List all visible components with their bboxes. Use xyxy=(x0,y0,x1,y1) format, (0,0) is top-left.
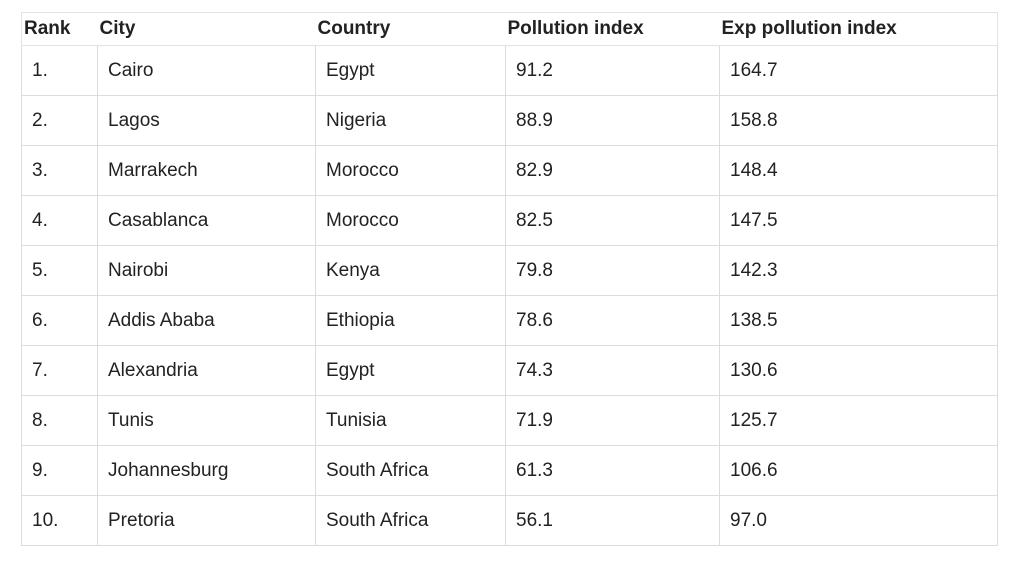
table-row: 2. Lagos Nigeria 88.9 158.8 xyxy=(21,95,998,146)
cell-exp-pollution-index: 147.5 xyxy=(719,195,998,246)
cell-city: Tunis xyxy=(97,395,316,446)
header-exp-pollution-index: Exp pollution index xyxy=(719,12,998,46)
header-country: Country xyxy=(315,12,506,46)
cell-city: Alexandria xyxy=(97,345,316,396)
cell-pollution-index: 88.9 xyxy=(505,95,720,146)
cell-exp-pollution-index: 142.3 xyxy=(719,245,998,296)
cell-country: South Africa xyxy=(315,495,506,546)
pollution-ranking-table: Rank City Country Pollution index Exp po… xyxy=(21,12,998,546)
cell-country: Ethiopia xyxy=(315,295,506,346)
cell-rank: 9. xyxy=(21,445,98,496)
cell-pollution-index: 82.5 xyxy=(505,195,720,246)
header-row: Rank City Country Pollution index Exp po… xyxy=(21,12,998,46)
cell-pollution-index: 78.6 xyxy=(505,295,720,346)
cell-pollution-index: 74.3 xyxy=(505,345,720,396)
cell-pollution-index: 61.3 xyxy=(505,445,720,496)
cell-pollution-index: 56.1 xyxy=(505,495,720,546)
cell-rank: 1. xyxy=(21,45,98,96)
cell-city: Addis Ababa xyxy=(97,295,316,346)
cell-city: Casablanca xyxy=(97,195,316,246)
table-row: 7. Alexandria Egypt 74.3 130.6 xyxy=(21,345,998,396)
cell-city: Nairobi xyxy=(97,245,316,296)
header-pollution-index: Pollution index xyxy=(505,12,720,46)
table-row: 8. Tunis Tunisia 71.9 125.7 xyxy=(21,395,998,446)
table-row: 4. Casablanca Morocco 82.5 147.5 xyxy=(21,195,998,246)
table-row: 3. Marrakech Morocco 82.9 148.4 xyxy=(21,145,998,196)
cell-city: Johannesburg xyxy=(97,445,316,496)
cell-pollution-index: 79.8 xyxy=(505,245,720,296)
cell-exp-pollution-index: 138.5 xyxy=(719,295,998,346)
cell-exp-pollution-index: 97.0 xyxy=(719,495,998,546)
cell-exp-pollution-index: 148.4 xyxy=(719,145,998,196)
table-header: Rank City Country Pollution index Exp po… xyxy=(21,12,998,46)
cell-country: Egypt xyxy=(315,345,506,396)
cell-exp-pollution-index: 164.7 xyxy=(719,45,998,96)
cell-exp-pollution-index: 158.8 xyxy=(719,95,998,146)
cell-exp-pollution-index: 106.6 xyxy=(719,445,998,496)
cell-city: Pretoria xyxy=(97,495,316,546)
cell-country: Tunisia xyxy=(315,395,506,446)
table-row: 6. Addis Ababa Ethiopia 78.6 138.5 xyxy=(21,295,998,346)
header-rank: Rank xyxy=(21,12,98,46)
cell-rank: 2. xyxy=(21,95,98,146)
cell-rank: 4. xyxy=(21,195,98,246)
cell-city: Lagos xyxy=(97,95,316,146)
cell-city: Cairo xyxy=(97,45,316,96)
table-row: 5. Nairobi Kenya 79.8 142.3 xyxy=(21,245,998,296)
cell-rank: 7. xyxy=(21,345,98,396)
cell-country: Nigeria xyxy=(315,95,506,146)
cell-rank: 5. xyxy=(21,245,98,296)
cell-pollution-index: 82.9 xyxy=(505,145,720,196)
cell-city: Marrakech xyxy=(97,145,316,196)
cell-rank: 8. xyxy=(21,395,98,446)
table-row: 10. Pretoria South Africa 56.1 97.0 xyxy=(21,495,998,546)
cell-pollution-index: 71.9 xyxy=(505,395,720,446)
header-city: City xyxy=(97,12,316,46)
cell-exp-pollution-index: 130.6 xyxy=(719,345,998,396)
table-body: 1. Cairo Egypt 91.2 164.7 2. Lagos Niger… xyxy=(21,45,998,546)
cell-pollution-index: 91.2 xyxy=(505,45,720,96)
cell-rank: 10. xyxy=(21,495,98,546)
cell-exp-pollution-index: 125.7 xyxy=(719,395,998,446)
cell-country: Morocco xyxy=(315,145,506,196)
table-row: 1. Cairo Egypt 91.2 164.7 xyxy=(21,45,998,96)
cell-country: South Africa xyxy=(315,445,506,496)
cell-country: Egypt xyxy=(315,45,506,96)
cell-country: Kenya xyxy=(315,245,506,296)
cell-rank: 3. xyxy=(21,145,98,196)
pollution-ranking-table-container: Rank City Country Pollution index Exp po… xyxy=(21,12,998,546)
cell-rank: 6. xyxy=(21,295,98,346)
cell-country: Morocco xyxy=(315,195,506,246)
table-row: 9. Johannesburg South Africa 61.3 106.6 xyxy=(21,445,998,496)
